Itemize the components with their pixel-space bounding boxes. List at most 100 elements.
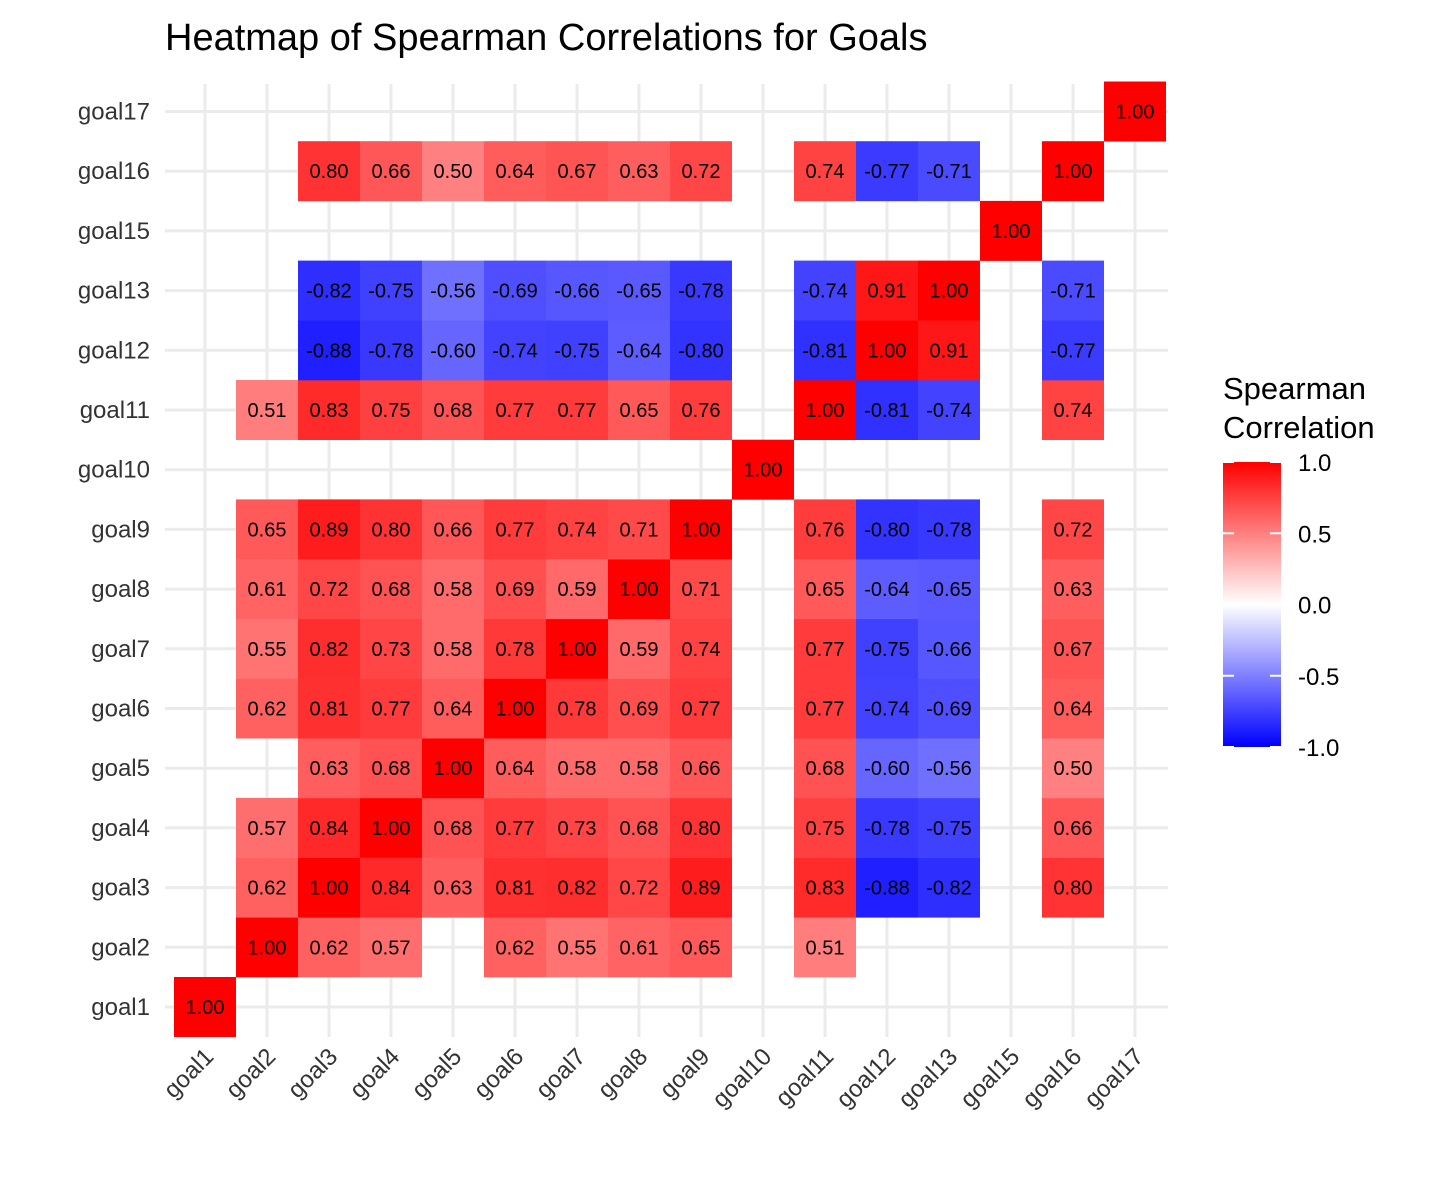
- cell-label-goal8-goal11: 0.65: [620, 400, 659, 422]
- heatmap-cell-goal6-goal6: [484, 678, 546, 739]
- color-legend: Spearman Correlation 1.0 0.5 0.0 -0.5 -1.0: [1223, 371, 1375, 762]
- cell-label-goal8-goal2: 0.61: [620, 937, 659, 959]
- cell-label-goal3-goal3: 1.00: [310, 878, 349, 900]
- heatmap-cell-goal7-goal8: [546, 559, 608, 620]
- cell-label-goal2-goal3: 0.62: [248, 878, 287, 900]
- heatmap-cell-goal12-goal13: [856, 260, 918, 321]
- cell-label-goal3-goal11: 0.83: [310, 400, 349, 422]
- cell-label-goal5-goal7: 0.58: [434, 639, 473, 661]
- x-tick-label-goal4: goal4: [345, 1043, 406, 1104]
- cell-label-goal7-goal11: 0.77: [558, 400, 597, 422]
- heatmap-cell-goal13-goal6: [918, 678, 980, 739]
- heatmap-cell-goal11-goal2: [794, 917, 856, 978]
- heatmap-cell-goal6-goal12: [484, 320, 546, 381]
- cell-label-goal9-goal5: 0.66: [682, 758, 721, 780]
- cell-label-goal9-goal7: 0.74: [682, 639, 721, 661]
- y-tick-label-goal6: goal6: [91, 696, 150, 723]
- heatmap-cell-goal11-goal9: [794, 499, 856, 560]
- heatmap-cell-goal5-goal13: [422, 260, 484, 321]
- heatmap-cell-goal2-goal8: [236, 559, 298, 620]
- heatmap-cell-goal12-goal12: [856, 320, 918, 381]
- cell-label-goal2-goal4: 0.57: [248, 818, 287, 840]
- heatmap-cell-goal9-goal11: [670, 380, 732, 440]
- heatmap-cell-goal4-goal16: [360, 141, 422, 202]
- cell-label-goal13-goal8: -0.65: [926, 579, 972, 601]
- cell-label-goal13-goal11: -0.74: [926, 400, 972, 422]
- heatmap-cell-goal10-goal10: [732, 439, 794, 500]
- heatmap-cell-goal13-goal7: [918, 618, 980, 679]
- heatmap-cell-goal7-goal2: [546, 917, 608, 978]
- x-tick-label-goal6: goal6: [469, 1043, 530, 1104]
- heatmap-cell-goal8-goal12: [608, 320, 670, 381]
- cell-label-goal13-goal13: 1.00: [930, 281, 969, 303]
- cell-label-goal16-goal5: 0.50: [1054, 758, 1093, 780]
- heatmap-cell-goal8-goal4: [608, 797, 670, 858]
- cell-label-goal8-goal8: 1.00: [620, 579, 659, 601]
- cell-label-goal16-goal4: 0.66: [1054, 818, 1093, 840]
- heatmap-cell-goal9-goal9: [670, 499, 732, 560]
- cell-label-goal13-goal6: -0.69: [926, 699, 972, 721]
- heatmap-cell-goal3-goal16: [298, 141, 360, 202]
- heatmap-cell-goal11-goal5: [794, 738, 856, 799]
- y-tick-label-goal13: goal13: [78, 278, 150, 305]
- heatmap-cell-goal8-goal7: [608, 618, 670, 679]
- heatmap-cell-goal4-goal5: [360, 738, 422, 799]
- heatmap-cell-goal5-goal12: [422, 320, 484, 381]
- y-tick-label-goal17: goal17: [78, 99, 150, 126]
- heatmap-cell-goal7-goal6: [546, 678, 608, 739]
- cell-label-goal5-goal6: 0.64: [434, 699, 473, 721]
- heatmap-cell-goal9-goal12: [670, 320, 732, 381]
- heatmap-cell-goal16-goal11: [1042, 380, 1104, 440]
- heatmap-cell-goal2-goal6: [236, 678, 298, 739]
- cell-label-goal5-goal13: -0.56: [430, 281, 476, 303]
- cell-label-goal9-goal13: -0.78: [678, 281, 724, 303]
- y-axis: goal1 goal2 goal3 goal4 goal5 goal6 goal7 goal8…: [78, 99, 150, 1022]
- cell-label-goal16-goal11: 0.74: [1054, 400, 1093, 422]
- heatmap-cell-goal12-goal16: [856, 141, 918, 202]
- cell-label-goal8-goal16: 0.63: [620, 161, 659, 183]
- heatmap-cell-goal9-goal8: [670, 559, 732, 620]
- cell-label-goal6-goal13: -0.69: [492, 281, 538, 303]
- cell-label-goal13-goal7: -0.66: [926, 639, 972, 661]
- cell-label-goal9-goal9: 1.00: [682, 519, 721, 541]
- heatmap-cells: [174, 81, 1166, 1037]
- cell-label-goal4-goal16: 0.66: [372, 161, 411, 183]
- cell-label-goal12-goal11: -0.81: [864, 400, 910, 422]
- heatmap-cell-goal16-goal6: [1042, 678, 1104, 739]
- legend-title-line-1: Spearman: [1223, 371, 1366, 406]
- heatmap-cell-goal12-goal4: [856, 797, 918, 858]
- cell-label-goal3-goal6: 0.81: [310, 699, 349, 721]
- legend-tick-label: -1.0: [1298, 735, 1339, 762]
- heatmap-cell-goal7-goal16: [546, 141, 608, 202]
- cell-label-goal3-goal4: 0.84: [310, 818, 349, 840]
- heatmap-cell-goal11-goal16: [794, 141, 856, 202]
- x-tick-label-goal9: goal9: [655, 1043, 716, 1104]
- heatmap-cell-goal16-goal12: [1042, 320, 1104, 381]
- heatmap-cell-goal5-goal5: [422, 738, 484, 799]
- y-tick-label-goal9: goal9: [91, 516, 150, 543]
- cell-label-goal8-goal5: 0.58: [620, 758, 659, 780]
- heatmap-cell-goal4-goal13: [360, 260, 422, 321]
- heatmap-cell-goal16-goal8: [1042, 559, 1104, 620]
- heatmap-cell-goal3-goal12: [298, 320, 360, 381]
- heatmap-cell-goal4-goal2: [360, 917, 422, 978]
- cell-label-goal13-goal12: 0.91: [930, 340, 969, 362]
- heatmap-cell-goal4-goal11: [360, 380, 422, 440]
- cell-label-goal15-goal15: 1.00: [992, 221, 1031, 243]
- cell-label-goal16-goal16: 1.00: [1054, 161, 1093, 183]
- cell-label-goal7-goal16: 0.67: [558, 161, 597, 183]
- heatmap-cell-goal16-goal4: [1042, 797, 1104, 858]
- cell-label-goal9-goal3: 0.89: [682, 878, 721, 900]
- heatmap-cell-goal6-goal13: [484, 260, 546, 321]
- cell-label-goal9-goal8: 0.71: [682, 579, 721, 601]
- y-tick-label-goal5: goal5: [91, 755, 150, 782]
- heatmap-cell-goal3-goal6: [298, 678, 360, 739]
- cell-label-goal2-goal7: 0.55: [248, 639, 287, 661]
- heatmap-cell-goal11-goal11: [794, 380, 856, 440]
- heatmap-cell-goal5-goal8: [422, 559, 484, 620]
- cell-label-goal6-goal11: 0.77: [496, 400, 535, 422]
- cell-label-goal8-goal13: -0.65: [616, 281, 662, 303]
- cell-label-goal8-goal7: 0.59: [620, 639, 659, 661]
- cell-label-goal2-goal11: 0.51: [248, 400, 287, 422]
